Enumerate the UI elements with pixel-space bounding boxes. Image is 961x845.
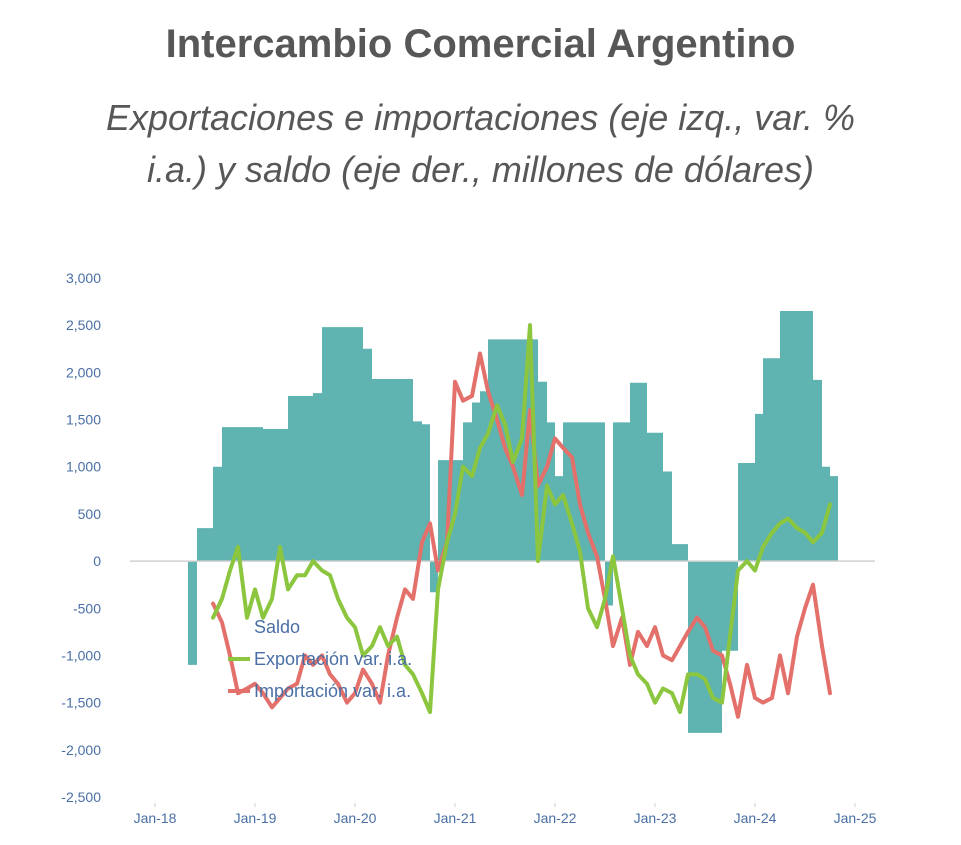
subtitle-line-2: i.a.) y saldo (eje der., millones de dól… [147, 149, 814, 190]
page-subtitle: Exportaciones e importaciones (eje izq.,… [0, 92, 961, 196]
legend-exportacion-label: Exportación var. i.a. [254, 649, 412, 669]
exportacion-line [211, 323, 832, 715]
saldo-area [188, 311, 838, 733]
legend-saldo-label: Saldo [254, 617, 300, 637]
x-tick-label: Jan-24 [734, 810, 777, 826]
axis-layer: 3,000 2,500 2,000 1,500 1,000 500 0 -500 -1,000 -… [61, 270, 876, 826]
legend-importacion-label: Importación var. i.a. [254, 681, 411, 701]
page-title: Intercambio Comercial Argentino [165, 22, 796, 66]
x-tick-label: Jan-21 [434, 810, 477, 826]
legend: Saldo Exportación var. i.a. Importación va… [228, 617, 412, 701]
x-tick-label: Jan-25 [834, 810, 877, 826]
y-tick-label: 0 [93, 553, 101, 569]
y-tick-label: 2,500 [66, 317, 101, 333]
x-tick-label: Jan-19 [234, 810, 277, 826]
y-tick-label: -1,500 [61, 695, 101, 711]
subtitle-line-1: Exportaciones e importaciones (eje izq.,… [105, 97, 855, 138]
y-tick-label: 1,000 [66, 459, 101, 475]
y-tick-label: -2,000 [61, 742, 101, 758]
y-tick-label: -500 [73, 600, 101, 616]
y-tick-label: 3,000 [66, 270, 101, 286]
y-tick-label: 1,500 [66, 412, 101, 428]
y-tick-label: 2,000 [66, 364, 101, 380]
x-tick-label: Jan-20 [334, 810, 377, 826]
series-line-layer [211, 323, 832, 719]
y-tick-label: 500 [78, 506, 102, 522]
x-tick-label: Jan-18 [134, 810, 177, 826]
y-tick-label: -2,500 [61, 789, 101, 805]
y-tick-label: -1,000 [61, 647, 101, 663]
saldo-area-layer [188, 311, 838, 733]
x-tick-label: Jan-22 [534, 810, 577, 826]
x-tick-label: Jan-23 [634, 810, 677, 826]
